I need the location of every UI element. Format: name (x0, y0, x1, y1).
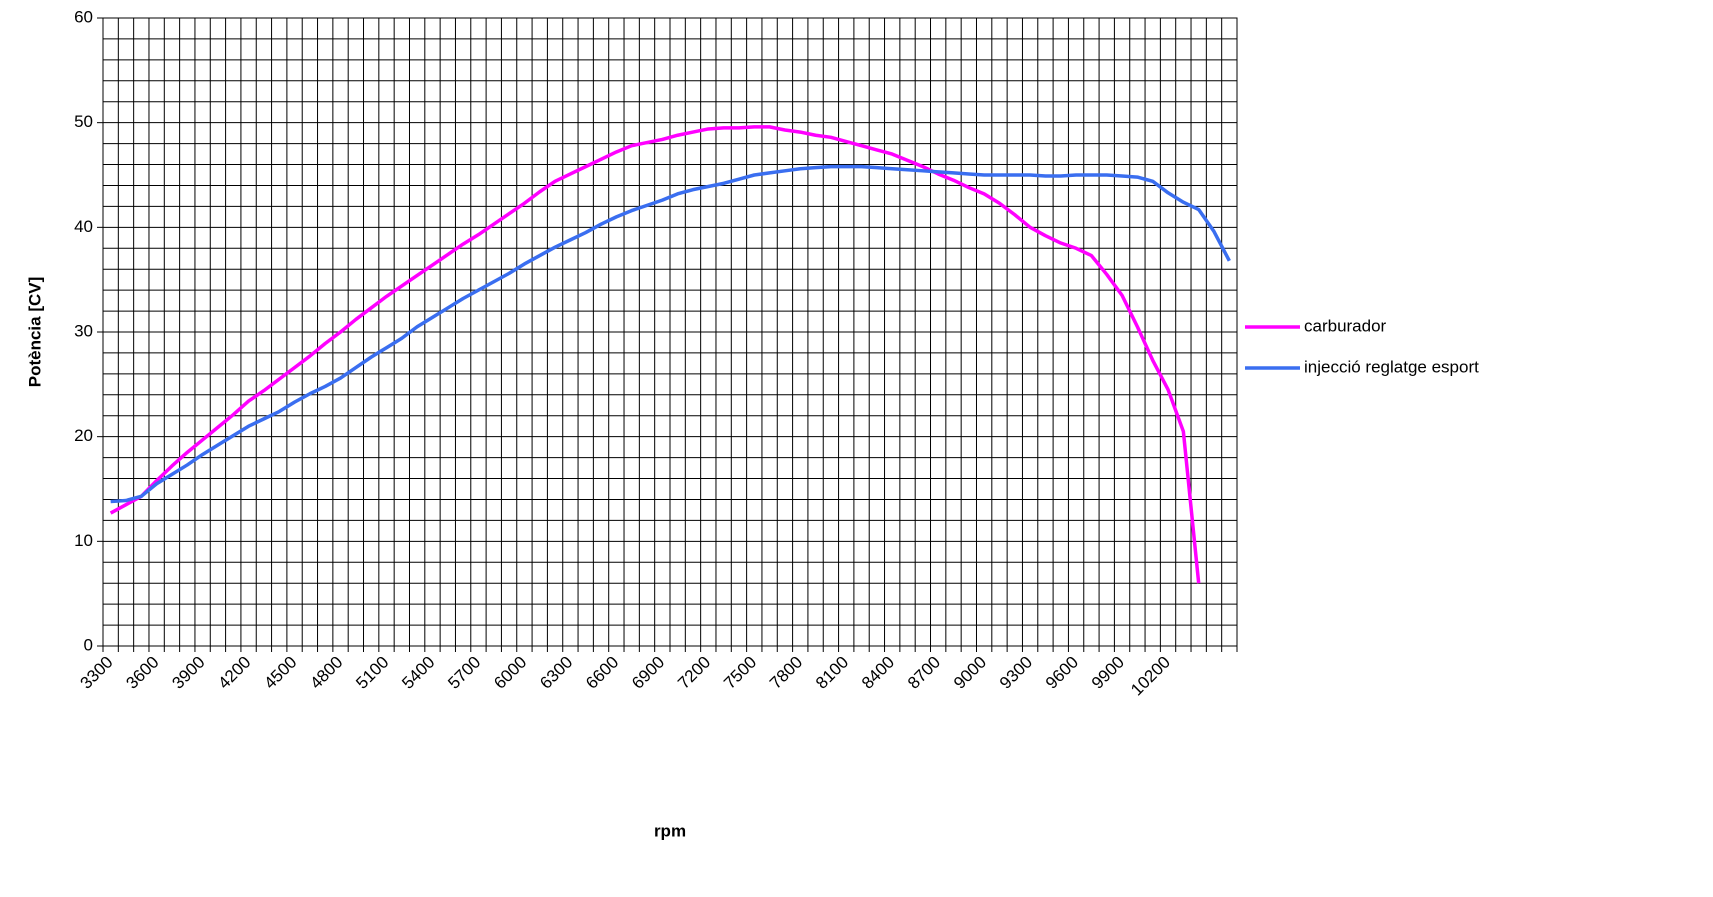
line-series (110, 164, 1231, 504)
x-tick-label: 9900 (1088, 653, 1128, 693)
x-tick-label: 4500 (260, 653, 300, 693)
x-axis-title: rpm (654, 821, 686, 840)
x-tick-label: 4800 (306, 653, 346, 693)
x-tick-label: 10200 (1127, 653, 1174, 700)
y-tick-label: 60 (74, 7, 93, 26)
x-tick-label: 5400 (398, 653, 438, 693)
x-tick-label: 9000 (950, 653, 990, 693)
x-tick-label: 9600 (1042, 653, 1082, 693)
x-tick-label: 7500 (720, 653, 760, 693)
x-tick-label: 7200 (674, 653, 714, 693)
x-tick-label: 4200 (214, 653, 254, 693)
line-series (109, 125, 1201, 584)
y-tick-label: 50 (74, 112, 93, 131)
x-tick-label: 9300 (996, 653, 1036, 693)
x-tick-label: 5700 (444, 653, 484, 693)
x-tick-label: 6300 (536, 653, 576, 693)
x-tick-label: 6600 (582, 653, 622, 693)
x-tick-label: 6000 (490, 653, 530, 693)
x-tick-label: 3300 (76, 653, 116, 693)
x-tick-label: 8400 (858, 653, 898, 693)
y-tick-label: 30 (74, 321, 93, 340)
x-tick-label: 3900 (168, 653, 208, 693)
x-tick-label: 7800 (766, 653, 806, 693)
x-tick-label: 8100 (812, 653, 852, 693)
x-tick-label: 5100 (352, 653, 392, 693)
y-axis-title: Potència [CV] (25, 277, 44, 388)
y-tick-label: 40 (74, 217, 93, 236)
x-tick-label: 8700 (904, 653, 944, 693)
y-tick-label: 0 (84, 635, 93, 654)
legend-label: injecció reglatge esport (1304, 357, 1479, 376)
y-tick-label: 20 (74, 426, 93, 445)
y-tick-label: 10 (74, 531, 93, 550)
x-tick-label: 6900 (628, 653, 668, 693)
legend-label: carburador (1304, 316, 1387, 335)
x-tick-label: 3600 (122, 653, 162, 693)
